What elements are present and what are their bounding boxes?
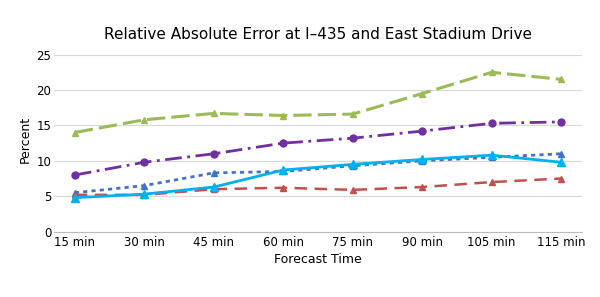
11/29/2019 [71, 193, 79, 197]
11/29/2019 [557, 177, 565, 180]
Title: Relative Absolute Error at I–435 and East Stadium Drive: Relative Absolute Error at I–435 and Eas… [104, 27, 532, 42]
11/29/2019 [419, 185, 426, 189]
Line: 11/11/2019: 11/11/2019 [71, 150, 565, 196]
Line: 12/16/2019: 12/16/2019 [71, 119, 565, 178]
12/17/2019 [349, 162, 356, 166]
Y-axis label: Percent: Percent [19, 116, 32, 163]
12/17/2019 [141, 192, 148, 196]
12/16/2019 [71, 173, 79, 177]
12/15/2019 [280, 114, 287, 117]
Line: 12/15/2019: 12/15/2019 [71, 69, 565, 136]
12/17/2019 [488, 153, 495, 157]
Line: 11/29/2019: 11/29/2019 [71, 175, 565, 198]
12/17/2019 [419, 158, 426, 161]
12/17/2019 [210, 185, 217, 189]
11/29/2019 [280, 186, 287, 189]
11/11/2019 [141, 184, 148, 187]
12/15/2019 [349, 112, 356, 116]
11/11/2019 [349, 164, 356, 168]
Line: 12/17/2019: 12/17/2019 [71, 151, 565, 202]
11/11/2019 [488, 156, 495, 159]
11/29/2019 [349, 188, 356, 192]
11/29/2019 [210, 187, 217, 191]
12/16/2019 [557, 120, 565, 124]
11/11/2019 [71, 191, 79, 195]
X-axis label: Forecast Time: Forecast Time [274, 253, 362, 266]
12/16/2019 [349, 136, 356, 140]
11/11/2019 [557, 152, 565, 156]
12/17/2019 [71, 196, 79, 200]
12/15/2019 [71, 131, 79, 134]
12/16/2019 [280, 141, 287, 145]
11/11/2019 [419, 159, 426, 163]
12/15/2019 [210, 112, 217, 115]
12/16/2019 [419, 129, 426, 133]
12/17/2019 [557, 160, 565, 164]
12/16/2019 [488, 121, 495, 125]
12/16/2019 [210, 152, 217, 156]
12/15/2019 [488, 70, 495, 74]
11/11/2019 [280, 170, 287, 173]
12/17/2019 [280, 168, 287, 172]
11/11/2019 [210, 171, 217, 175]
11/29/2019 [141, 193, 148, 197]
12/15/2019 [557, 78, 565, 81]
12/15/2019 [141, 118, 148, 121]
11/29/2019 [488, 180, 495, 184]
12/16/2019 [141, 160, 148, 164]
12/15/2019 [419, 92, 426, 95]
